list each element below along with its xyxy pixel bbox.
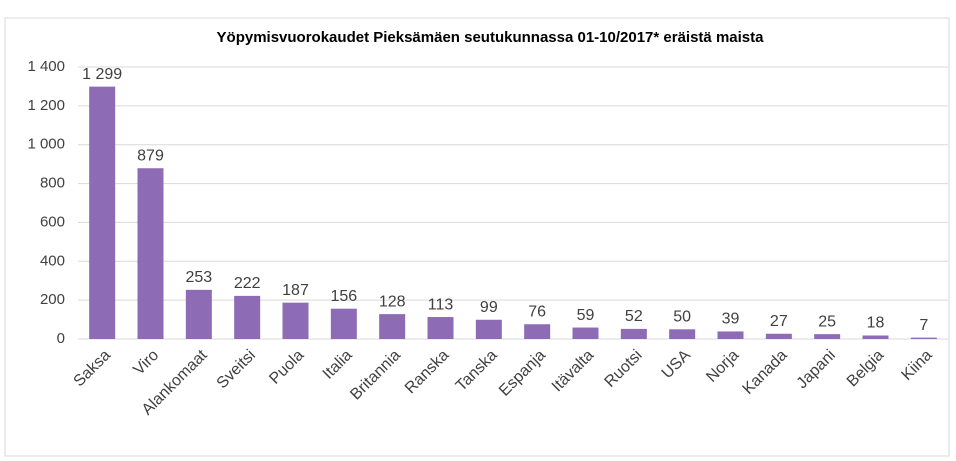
- data-label: 39: [722, 311, 740, 328]
- data-label: 99: [480, 299, 498, 316]
- bar: [862, 335, 889, 339]
- bar: [137, 168, 164, 339]
- data-label: 18: [867, 315, 885, 332]
- data-label: 253: [185, 269, 212, 286]
- data-label: 50: [673, 309, 691, 326]
- data-label: 156: [330, 288, 357, 305]
- bar: [234, 295, 261, 339]
- bar: [524, 324, 551, 339]
- data-label: 76: [528, 303, 546, 320]
- bar: [427, 317, 454, 339]
- data-label: 128: [379, 293, 406, 310]
- data-label: 187: [282, 282, 309, 299]
- y-tick-label: 1 400: [27, 58, 65, 75]
- data-label: 25: [818, 313, 836, 330]
- data-label: 113: [428, 296, 454, 313]
- chart-title: Yöpymisvuorokaudet Pieksämäen seutukunna…: [217, 29, 765, 46]
- data-label: 52: [625, 308, 643, 325]
- y-tick-label: 800: [40, 175, 65, 192]
- y-tick-label: 1 200: [27, 97, 65, 114]
- bar: [330, 308, 357, 339]
- data-label: 1 299: [82, 66, 122, 83]
- bar: [475, 319, 502, 339]
- bar: [669, 329, 696, 339]
- bar: [185, 289, 212, 339]
- data-label: 879: [137, 147, 164, 164]
- data-label: 59: [577, 307, 595, 324]
- bar: [572, 327, 599, 339]
- bar: [717, 331, 744, 339]
- y-tick-label: 0: [57, 330, 65, 347]
- bar: [620, 328, 647, 339]
- bar: [765, 333, 792, 339]
- bar: [379, 314, 406, 339]
- y-tick-label: 400: [40, 252, 65, 269]
- bar: [910, 337, 937, 339]
- y-tick-label: 200: [40, 291, 65, 308]
- bar: [282, 302, 309, 339]
- data-label: 7: [919, 317, 928, 334]
- y-tick-label: 600: [40, 213, 65, 230]
- y-tick-label: 1 000: [27, 136, 65, 153]
- data-label: 222: [234, 275, 261, 292]
- bar: [89, 86, 116, 339]
- data-label: 27: [770, 313, 788, 330]
- bar: [814, 334, 841, 339]
